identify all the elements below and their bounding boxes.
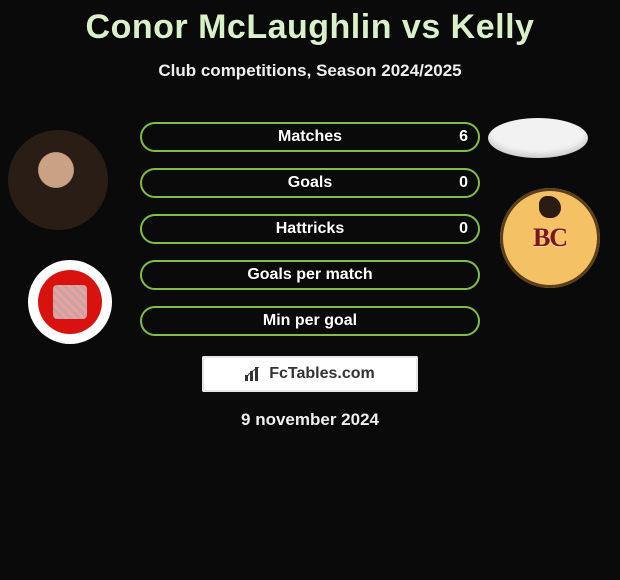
right-player-photo [488,118,588,158]
left-club-badge [28,260,112,344]
stat-value-left: 0 [459,174,468,192]
stat-value-left: 0 [459,220,468,238]
stats-panel: Matches 6 Goals 0 Hattricks 0 Goals per … [140,122,480,352]
subtitle: Club competitions, Season 2024/2025 [0,61,620,81]
stat-row-hattricks: Hattricks 0 [140,214,480,244]
stat-label: Matches [142,128,478,146]
watermark: FcTables.com [202,356,418,392]
stat-label: Min per goal [142,312,478,330]
bar-chart-icon [245,367,263,381]
left-player-photo [8,130,108,230]
stat-row-goals-per-match: Goals per match [140,260,480,290]
stat-label: Goals per match [142,266,478,284]
watermark-text: FcTables.com [269,365,375,383]
page-title: Conor McLaughlin vs Kelly [0,0,620,47]
stat-value-left: 6 [459,128,468,146]
stat-row-min-per-goal: Min per goal [140,306,480,336]
right-club-badge: BC [500,188,600,288]
stat-label: Hattricks [142,220,478,238]
stat-row-matches: Matches 6 [140,122,480,152]
stat-label: Goals [142,174,478,192]
right-club-monogram: BC [533,223,567,253]
stat-row-goals: Goals 0 [140,168,480,198]
date-stamp: 9 november 2024 [0,410,620,430]
